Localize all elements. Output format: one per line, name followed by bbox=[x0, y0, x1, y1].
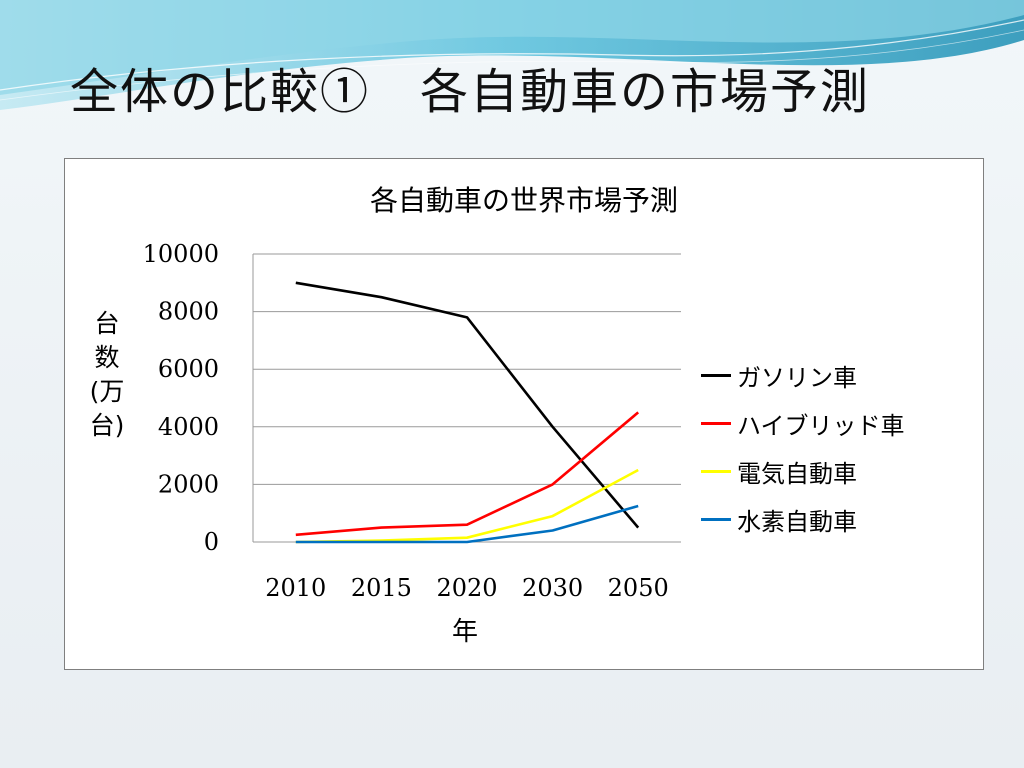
x-tick-label: 2020 bbox=[436, 574, 497, 602]
line-chart: 0 2000 4000 6000 8000 10000 2010 2015 2020 2030 20… bbox=[143, 240, 681, 602]
legend-label: ハイブリッド車 bbox=[737, 411, 905, 440]
chart-legend: ガソリン車ハイブリッド車 電気自動車水素自動車 bbox=[701, 351, 905, 543]
legend-item: 水素自動車 bbox=[701, 495, 905, 543]
y-tick-label: 4000 bbox=[158, 413, 219, 441]
legend-swatch bbox=[701, 421, 731, 425]
legend-item: ガソリン車 bbox=[701, 351, 905, 399]
x-tick-label: 2010 bbox=[265, 574, 326, 602]
legend-label: 水素自動車 bbox=[737, 507, 857, 536]
x-tick-label: 2050 bbox=[608, 574, 669, 602]
legend-label: ガソリン車 bbox=[737, 363, 857, 392]
y-tick-label: 6000 bbox=[158, 355, 219, 383]
y-tick-label: 10000 bbox=[143, 240, 219, 268]
x-tick-label: 2015 bbox=[351, 574, 412, 602]
x-axis-title: 年 bbox=[451, 617, 478, 647]
legend-item: ハイブリッド車 bbox=[701, 399, 905, 447]
header-wave-decoration bbox=[0, 0, 1024, 110]
y-tick-label: 2000 bbox=[158, 470, 219, 498]
legend-swatch bbox=[701, 469, 731, 473]
slide-title: 全体の比較① 各自動車の市場予測 bbox=[70, 64, 871, 120]
y-axis-title: 台数(万台) bbox=[89, 309, 125, 440]
legend-item: 電気自動車 bbox=[701, 447, 905, 495]
x-tick-label: 2030 bbox=[522, 574, 583, 602]
legend-swatch bbox=[701, 517, 731, 521]
legend-swatch bbox=[701, 373, 731, 377]
series-line-3 bbox=[295, 504, 639, 544]
y-tick-label: 0 bbox=[204, 528, 219, 556]
legend-label: 電気自動車 bbox=[737, 459, 857, 488]
series-line-1 bbox=[295, 411, 640, 537]
chart-title: 各自動車の世界市場予測 bbox=[369, 184, 678, 217]
series-line-0 bbox=[295, 281, 640, 529]
y-tick-label: 8000 bbox=[158, 298, 219, 326]
chart-container: 各自動車の世界市場予測 台数(万台) 年 0 2000 4000 6000 8000 10… bbox=[64, 158, 984, 670]
